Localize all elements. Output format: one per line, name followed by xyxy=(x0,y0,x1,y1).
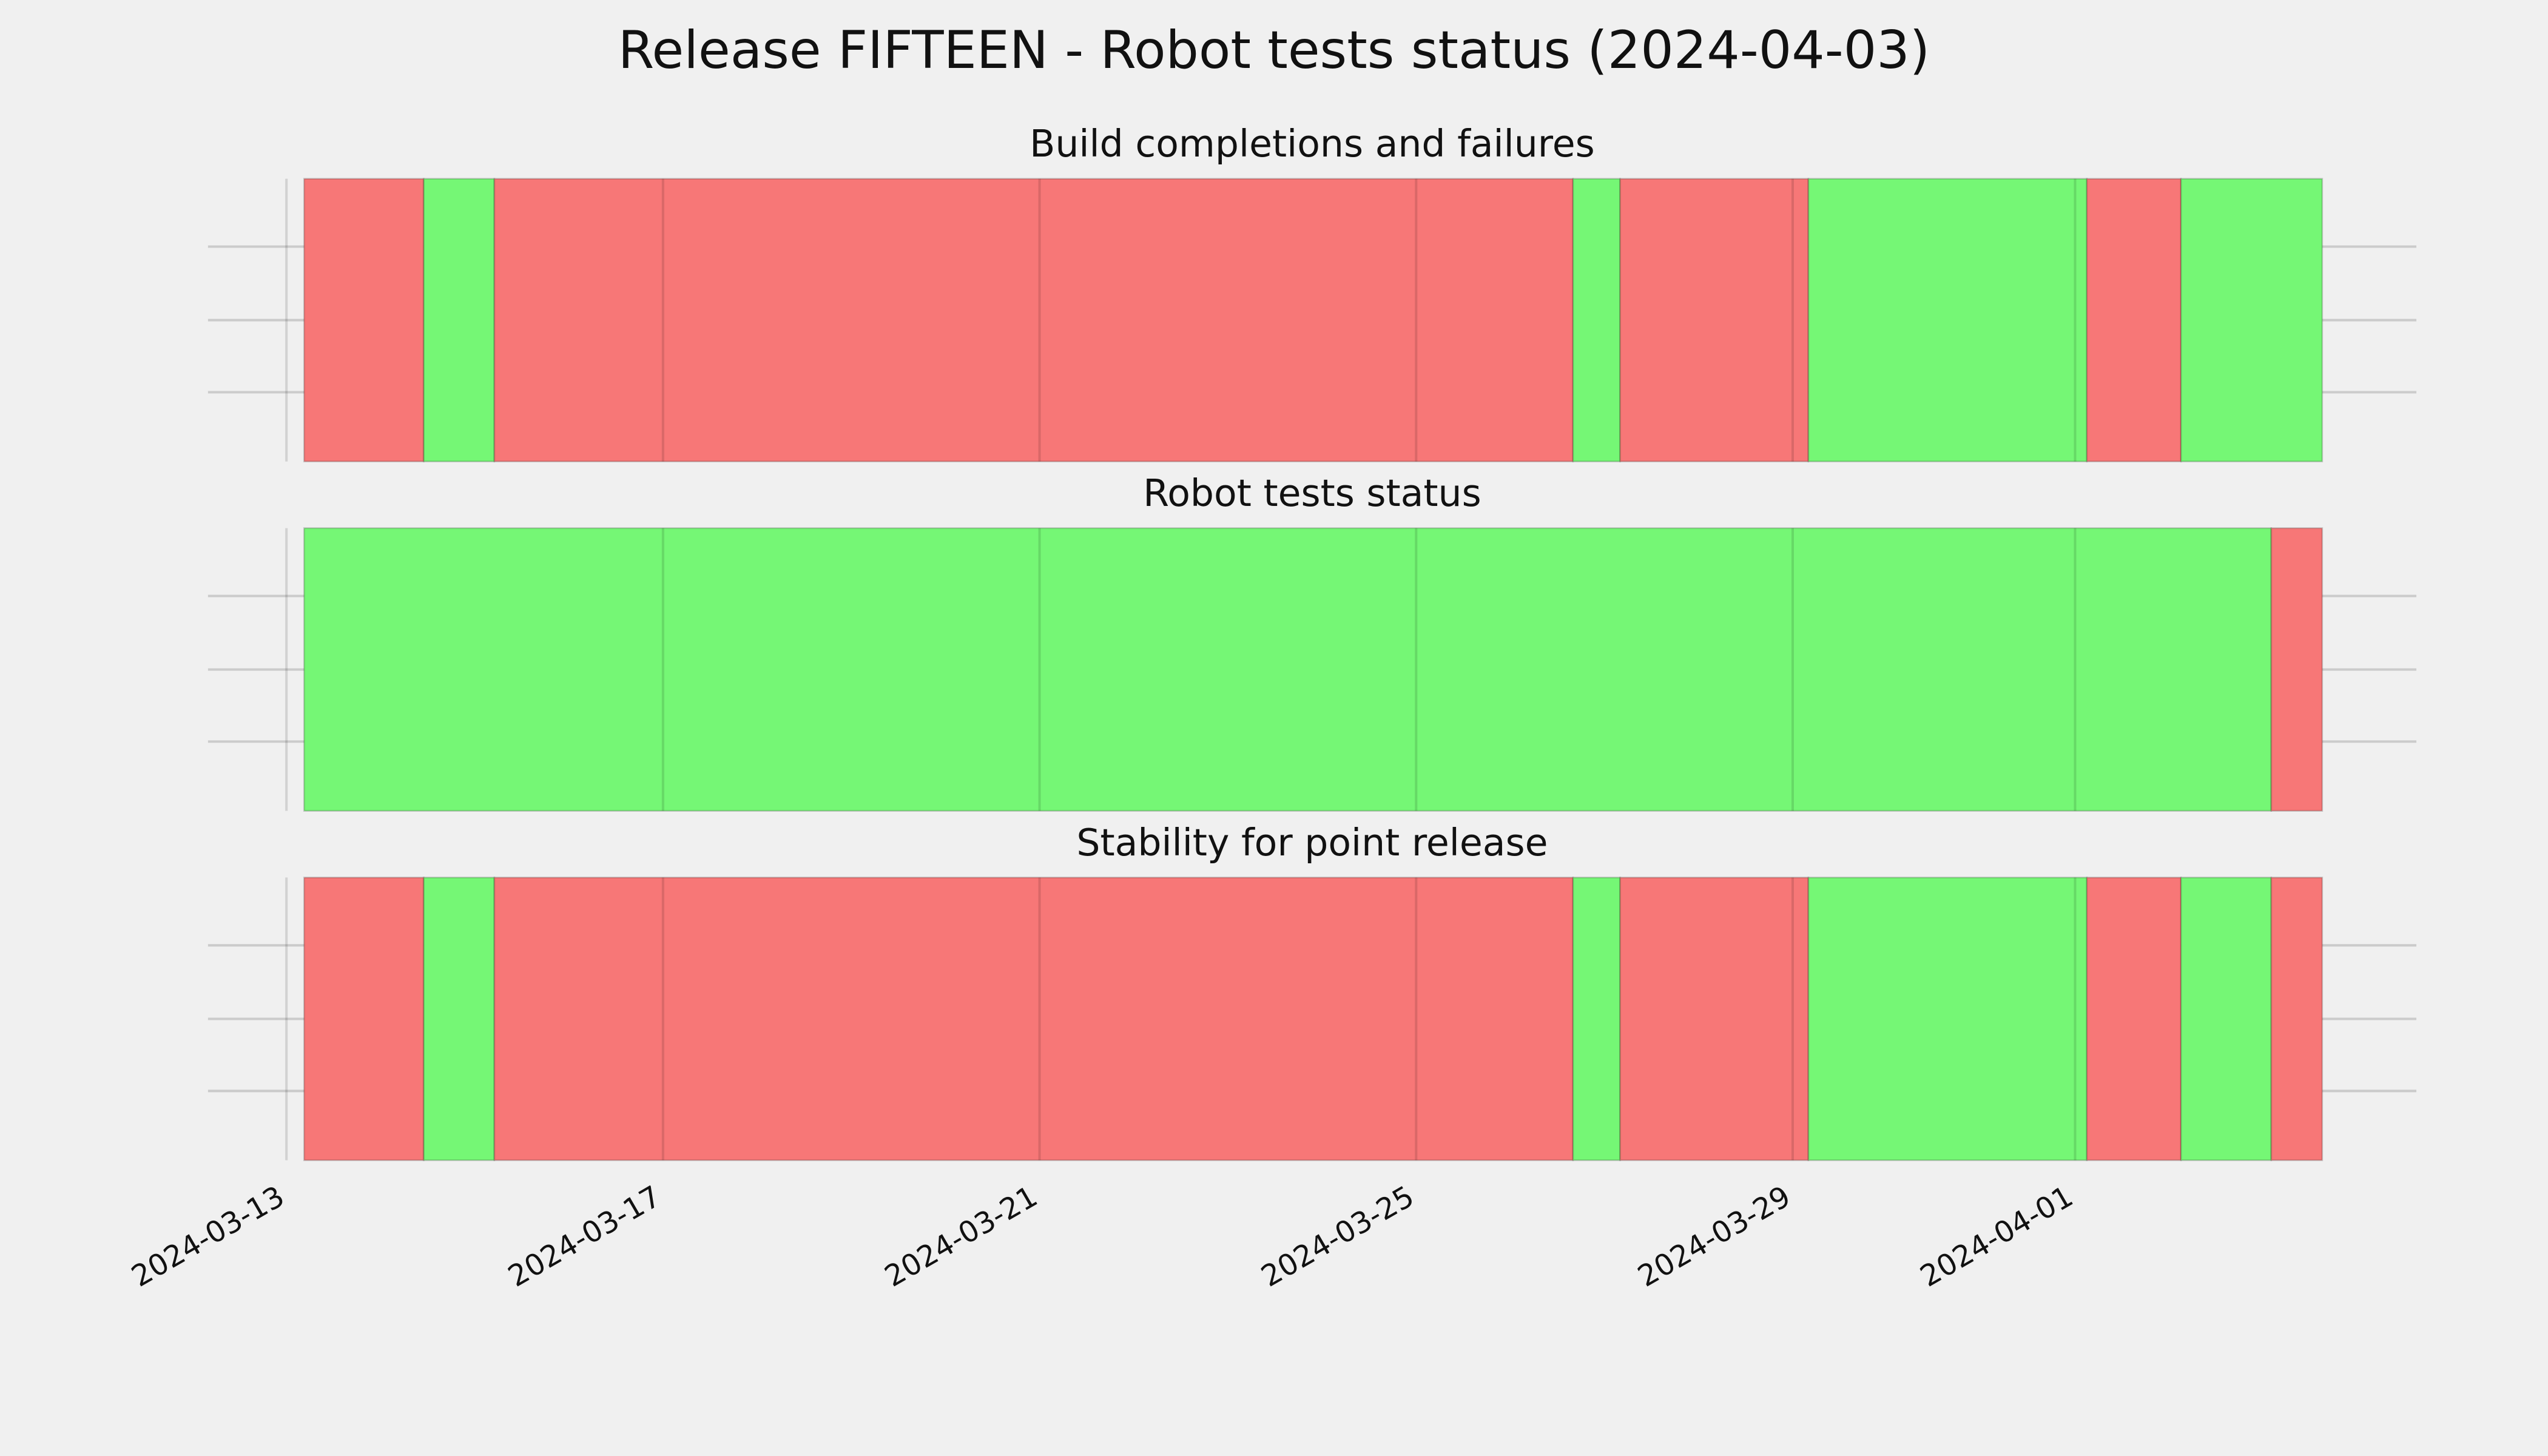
status-span xyxy=(2086,178,2182,463)
status-span xyxy=(303,877,425,1161)
status-span xyxy=(303,527,2273,812)
subplot-title: Build completions and failures xyxy=(1030,122,1595,166)
status-span xyxy=(2180,178,2324,463)
status-span xyxy=(2180,877,2273,1161)
status-span xyxy=(303,178,425,463)
subplot-title: Stability for point release xyxy=(1076,821,1548,864)
status-span xyxy=(1807,877,2088,1161)
status-span xyxy=(423,877,496,1161)
status-span xyxy=(493,178,1574,463)
status-span xyxy=(1572,877,1621,1161)
subplot-title: Robot tests status xyxy=(1143,471,1481,515)
status-span xyxy=(1807,178,2088,463)
status-span xyxy=(1619,178,1810,463)
status-span xyxy=(1619,877,1810,1161)
status-span xyxy=(423,178,496,463)
status-span xyxy=(493,877,1574,1161)
status-span xyxy=(2270,877,2324,1161)
chart-title: Release FIFTEEN - Robot tests status (20… xyxy=(618,20,1930,81)
status-span xyxy=(1572,178,1621,463)
status-span xyxy=(2270,527,2324,812)
status-span xyxy=(2086,877,2182,1161)
